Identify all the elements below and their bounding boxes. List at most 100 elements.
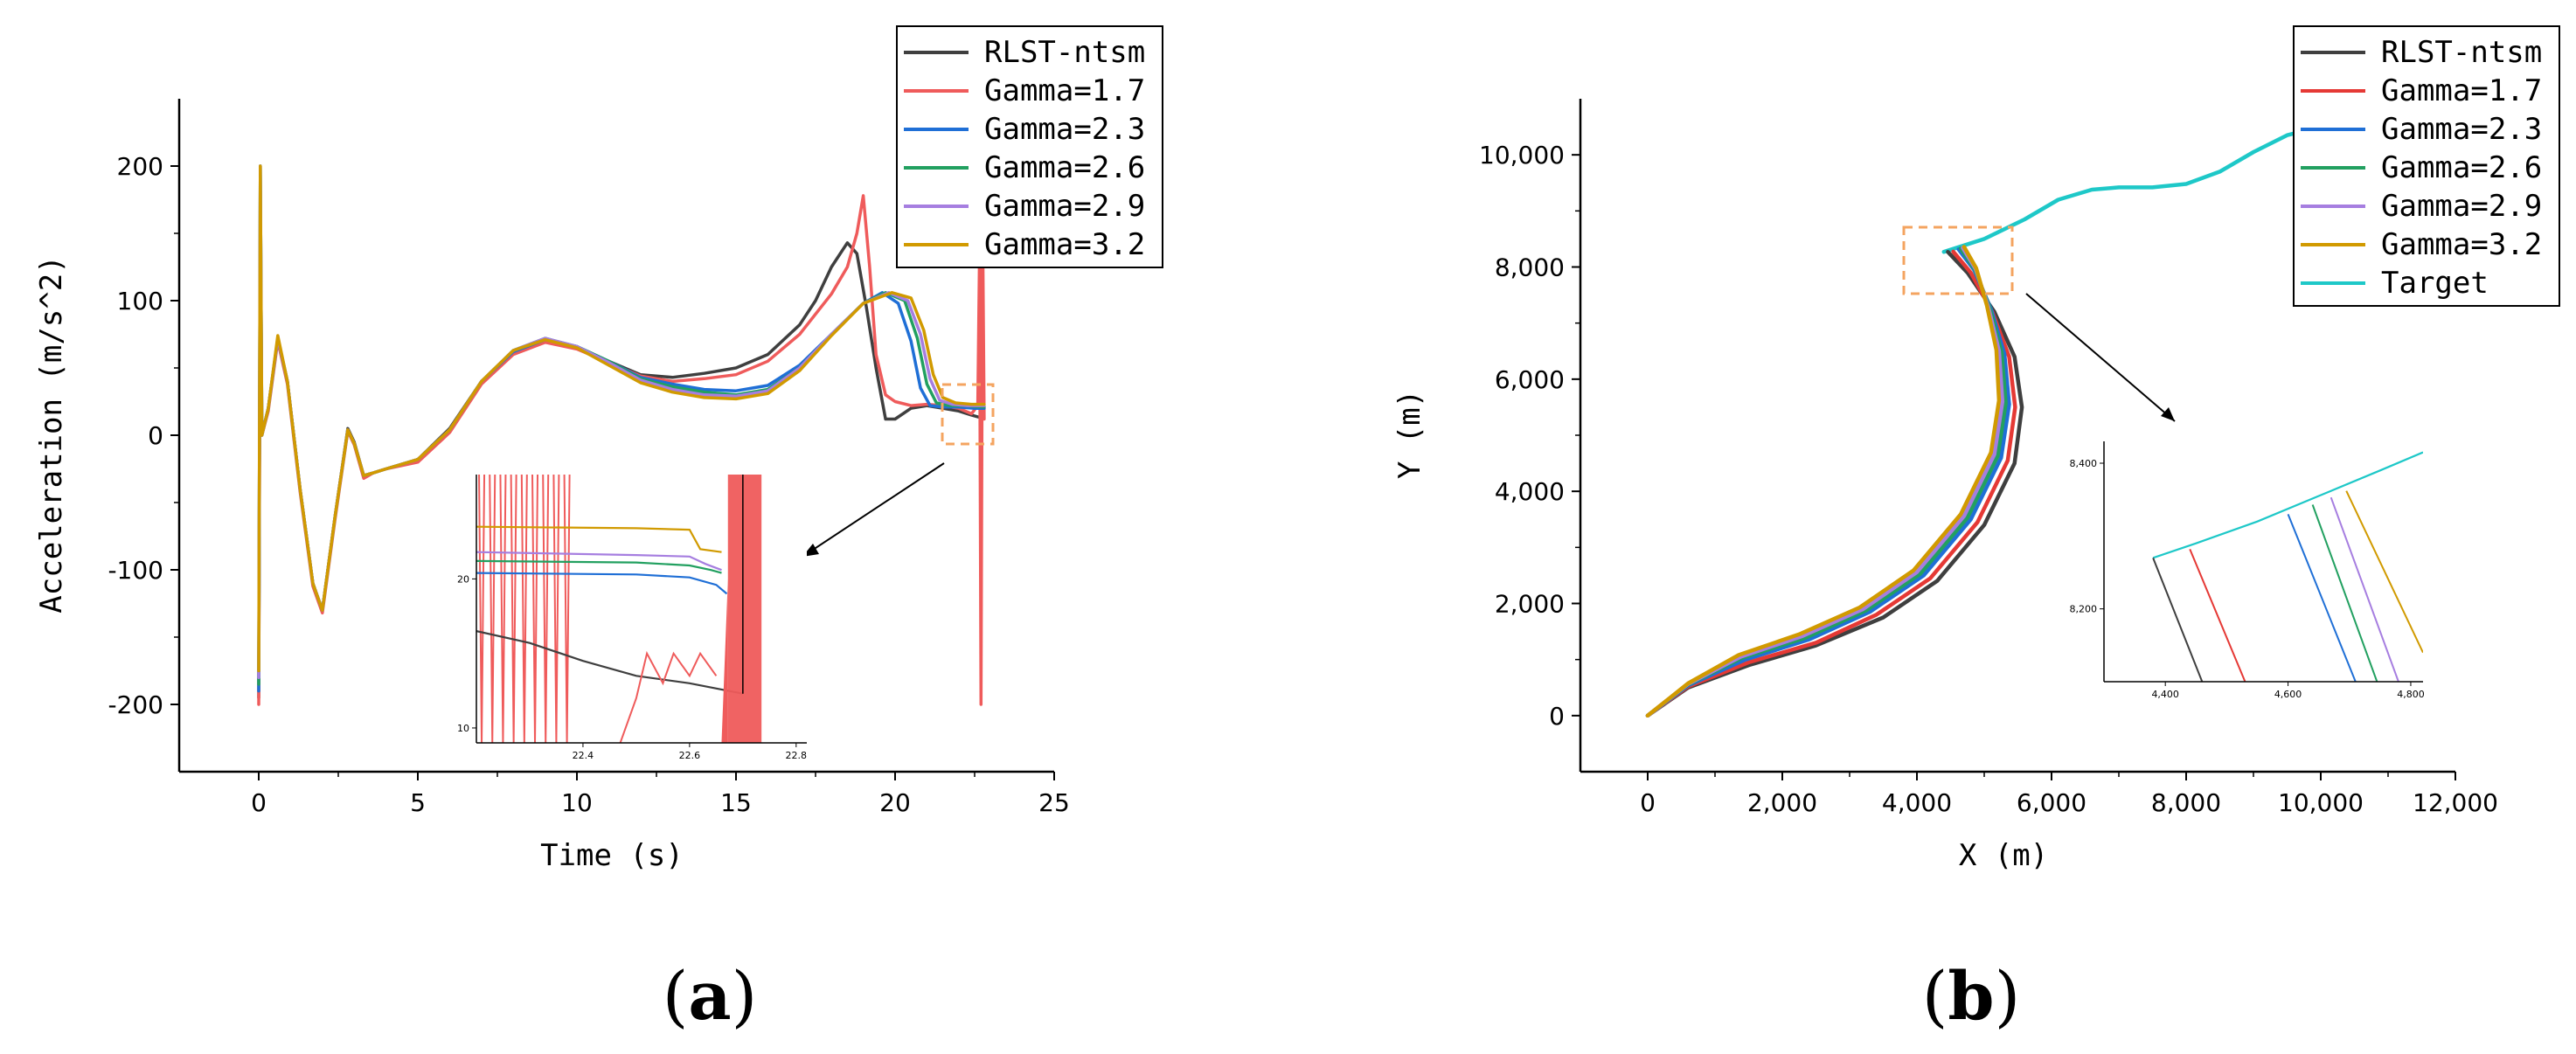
legend-entry: Gamma=2.6	[2381, 150, 2542, 185]
legend-entry: RLST-ntsm	[984, 35, 1145, 70]
x-tick-label: 8,000	[2151, 788, 2221, 817]
x-tick-label: 0	[1640, 788, 1656, 817]
inset-oscillation	[478, 475, 486, 743]
legend-entry: Gamma=2.3	[984, 112, 1145, 147]
panel-b-inset-lines	[2152, 451, 2423, 682]
inset-target-line	[2152, 451, 2423, 559]
series-line-gamma-2-6	[1645, 246, 2008, 718]
panel-a-inset-axes: 22.4 22.6 22.8 10 20	[457, 475, 807, 761]
panel-b-x-label: X (m)	[1959, 838, 2048, 873]
inset-line-g23	[2287, 513, 2357, 682]
inset-oscillation	[489, 475, 496, 743]
panel-a-inset: 22.4 22.6 22.8 10 20	[457, 475, 807, 761]
inset-x-tick-label: 22.8	[786, 750, 808, 761]
y-tick-label: 0	[148, 421, 163, 450]
panel-a-zoom-arrow	[802, 462, 945, 558]
inset-y-tick-label: 20	[457, 573, 469, 585]
x-tick-label: 5	[410, 788, 426, 817]
inset-oscillation	[542, 475, 550, 743]
inset-oscillation	[499, 475, 507, 743]
legend-entry: RLST-ntsm	[2381, 35, 2542, 70]
series-line-gamma-1-7	[1645, 249, 2017, 718]
series-line-gamma-2-9	[1645, 246, 2005, 718]
inset-band-g29	[476, 551, 722, 572]
y-tick-label: 4,000	[1495, 477, 1565, 506]
y-tick-label: -200	[108, 690, 163, 719]
panel-b: 0 2,000 4,000 6,000 8,000 10,000 12,000 0 2,000 4…	[1392, 25, 2560, 1035]
x-tick-label: 0	[251, 788, 267, 817]
legend-entry: Target	[2381, 266, 2489, 301]
inset-x-tick-label: 22.6	[679, 750, 701, 761]
x-tick-label: 15	[720, 788, 752, 817]
legend-entry: Gamma=2.9	[2381, 189, 2542, 224]
inset-y-tick-label: 8,200	[2070, 604, 2098, 615]
inset-y-tick-label: 10	[457, 723, 469, 734]
inset-line-g32	[2345, 490, 2423, 654]
inset-x-tick-label: 4,400	[2151, 689, 2179, 700]
inset-oscillation-edge	[721, 579, 728, 743]
legend-entry: Gamma=1.7	[984, 73, 1145, 108]
panel-b-ticks: 0 2,000 4,000 6,000 8,000 10,000 12,000 0 2,000 4…	[1479, 141, 2498, 817]
x-tick-label: 6,000	[2017, 788, 2086, 817]
panel-a-label: (a)	[663, 957, 758, 1035]
inset-oscillation	[531, 475, 539, 743]
series-line-gamma-3-2	[1645, 245, 2002, 718]
panel-a-zoom-box	[941, 383, 995, 446]
inset-x-tick-label: 4,800	[2397, 689, 2425, 700]
inset-oscillation-block	[727, 475, 762, 743]
panel-a-inset-lines	[476, 475, 762, 743]
inset-x-tick-label: 22.4	[573, 750, 594, 761]
inset-oscillation	[510, 475, 517, 743]
series-line-target	[1941, 121, 2357, 254]
inset-band-g23	[476, 572, 728, 595]
x-tick-label: 20	[879, 788, 911, 817]
x-tick-label: 10,000	[2278, 788, 2364, 817]
panel-a-x-label: Time (s)	[540, 838, 684, 873]
x-tick-label: 12,000	[2413, 788, 2498, 817]
panel-a-series	[257, 164, 986, 706]
legend-entry: Gamma=1.7	[2381, 73, 2542, 108]
panel-b-zoom-arrow	[2025, 293, 2176, 422]
inset-g17-line	[619, 650, 718, 743]
inset-line-rlst	[2152, 557, 2204, 682]
inset-band-g32	[476, 525, 722, 553]
inset-rlst-line	[476, 630, 744, 695]
inset-oscillation	[552, 475, 560, 743]
legend-entry: Gamma=2.9	[984, 189, 1145, 224]
y-tick-label: 2,000	[1495, 590, 1565, 619]
legend-entry: Gamma=3.2	[984, 227, 1145, 262]
inset-y-tick-label: 8,400	[2070, 458, 2098, 469]
y-tick-label: 0	[1549, 702, 1565, 731]
panel-b-inset-axes: 4,400 4,600 4,800 8,200 8,400	[2070, 441, 2425, 700]
panel-b-label: (b)	[1922, 957, 2020, 1035]
legend-box	[896, 25, 1163, 268]
series-line-gamma-3-2	[257, 164, 986, 673]
inset-x-tick-label: 4,600	[2274, 689, 2302, 700]
panel-b-series	[1645, 121, 2357, 718]
x-tick-label: 4,000	[1882, 788, 1952, 817]
x-tick-label: 2,000	[1747, 788, 1817, 817]
panel-b-zoom-box	[1902, 225, 2014, 295]
legend-entry: Gamma=2.3	[2381, 112, 2542, 147]
inset-oscillation	[520, 475, 528, 743]
inset-line-g17_b	[2189, 548, 2246, 682]
y-tick-label: 100	[117, 287, 163, 316]
legend-entry: Gamma=3.2	[2381, 227, 2542, 262]
inset-oscillation	[563, 475, 571, 743]
series-line-rlst-ntsm	[1645, 249, 2024, 718]
y-tick-label: 6,000	[1495, 365, 1565, 394]
panel-b-y-label: Y (m)	[1392, 390, 1427, 479]
legend-entry: Gamma=2.6	[984, 150, 1145, 185]
y-tick-label: 200	[117, 152, 163, 181]
y-tick-label: 10,000	[1479, 141, 1565, 170]
y-tick-label: -100	[108, 556, 163, 585]
panel-b-inset: 4,400 4,600 4,800 8,200 8,400	[2070, 441, 2425, 700]
panel-a-y-label: Acceleration (m/s^2)	[34, 255, 69, 613]
x-tick-label: 10	[561, 788, 593, 817]
y-tick-label: 8,000	[1495, 253, 1565, 282]
panel-a-ticks: 0 5 10 15 20 25 -200 -100 0 100 200	[108, 152, 1069, 817]
panel-a: 0 5 10 15 20 25 -200 -100 0 100 200 Time (s) Accel…	[34, 25, 1163, 1035]
series-line-gamma-2-3	[1645, 247, 2011, 718]
